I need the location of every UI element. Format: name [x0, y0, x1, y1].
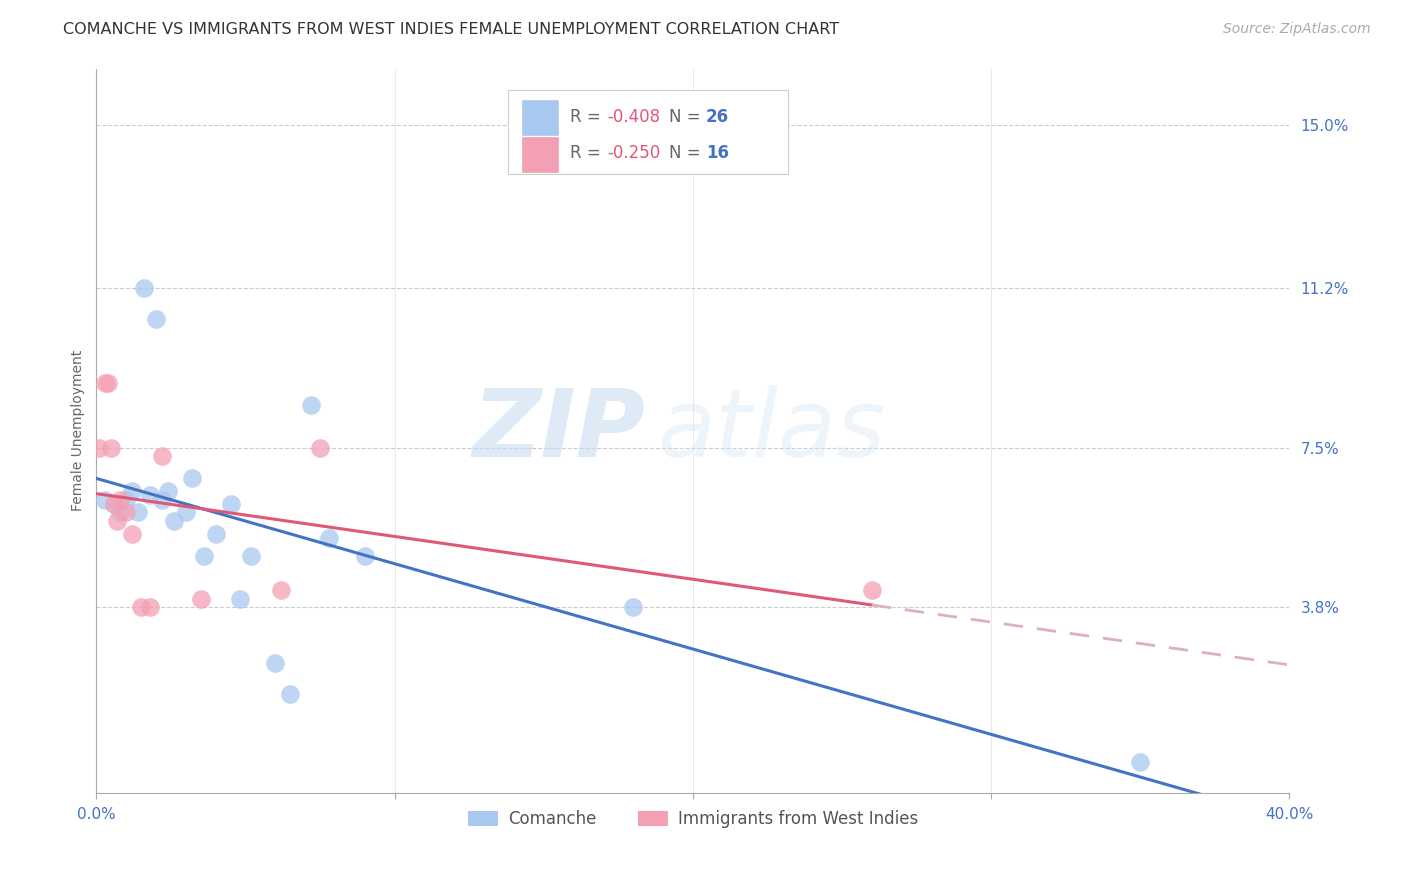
FancyBboxPatch shape	[508, 90, 789, 174]
Text: N =: N =	[669, 108, 706, 126]
Point	[100, 441, 122, 455]
Point	[139, 600, 162, 615]
Point	[264, 657, 287, 671]
Point	[115, 492, 138, 507]
Point	[318, 532, 340, 546]
Text: COMANCHE VS IMMIGRANTS FROM WEST INDIES FEMALE UNEMPLOYMENT CORRELATION CHART: COMANCHE VS IMMIGRANTS FROM WEST INDIES …	[63, 22, 839, 37]
Point	[129, 600, 152, 615]
Point	[156, 483, 179, 498]
Point	[121, 527, 143, 541]
Point	[1129, 756, 1152, 770]
Point	[228, 591, 250, 606]
Point	[108, 506, 131, 520]
Point	[219, 497, 242, 511]
Point	[163, 514, 186, 528]
Point	[150, 492, 173, 507]
Point	[94, 492, 117, 507]
Text: ZIP: ZIP	[472, 384, 645, 476]
Point	[115, 506, 138, 520]
Point	[103, 497, 125, 511]
Point	[103, 497, 125, 511]
Text: R =: R =	[569, 108, 606, 126]
Point	[193, 549, 215, 563]
Text: 16: 16	[706, 145, 728, 162]
Point	[108, 492, 131, 507]
Point	[204, 527, 226, 541]
Point	[97, 376, 120, 391]
Point	[180, 471, 202, 485]
Point	[299, 398, 322, 412]
Text: 26: 26	[706, 108, 730, 126]
Point	[121, 483, 143, 498]
Text: R =: R =	[569, 145, 606, 162]
Legend: Comanche, Immigrants from West Indies: Comanche, Immigrants from West Indies	[461, 804, 925, 835]
Point	[309, 441, 332, 455]
Point	[150, 450, 173, 464]
Text: N =: N =	[669, 145, 706, 162]
Point	[94, 376, 117, 391]
Text: Source: ZipAtlas.com: Source: ZipAtlas.com	[1223, 22, 1371, 37]
Point	[139, 488, 162, 502]
Text: -0.250: -0.250	[607, 145, 661, 162]
Point	[353, 549, 375, 563]
FancyBboxPatch shape	[522, 100, 558, 135]
Point	[145, 311, 167, 326]
Point	[621, 600, 644, 615]
Point	[240, 549, 263, 563]
Point	[127, 506, 149, 520]
Text: -0.408: -0.408	[607, 108, 659, 126]
Point	[105, 514, 128, 528]
Point	[270, 583, 292, 598]
Point	[860, 583, 883, 598]
Point	[132, 281, 155, 295]
FancyBboxPatch shape	[522, 136, 558, 171]
Point	[89, 441, 111, 455]
Point	[174, 506, 197, 520]
Y-axis label: Female Unemployment: Female Unemployment	[72, 350, 86, 511]
Point	[278, 686, 301, 700]
Text: atlas: atlas	[657, 385, 886, 476]
Point	[190, 591, 212, 606]
